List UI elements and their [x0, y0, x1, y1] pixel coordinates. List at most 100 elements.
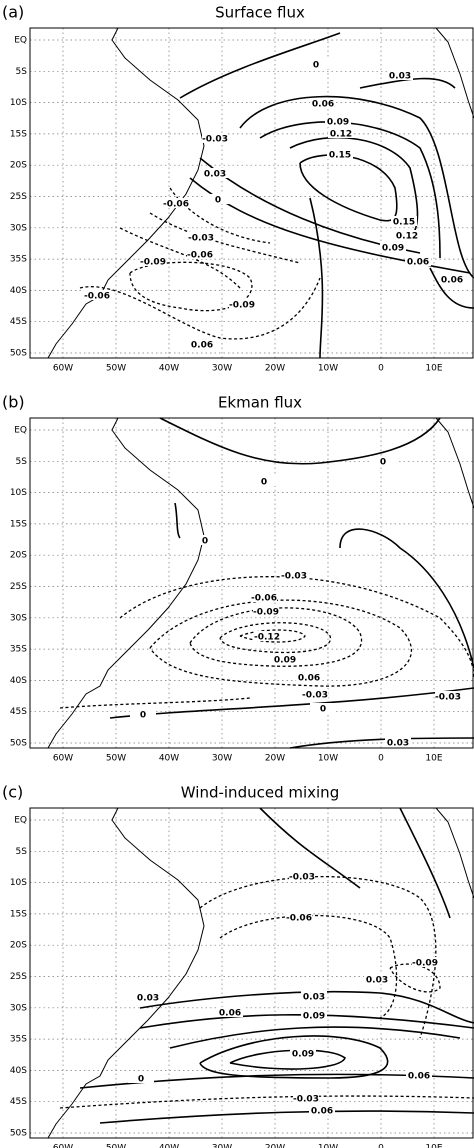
x-tick-label: 40W [159, 754, 179, 764]
contour-line [429, 267, 474, 309]
contour-label-bg [187, 249, 213, 259]
contour-line [99, 1110, 474, 1124]
contour-label-bg [293, 1093, 319, 1103]
contour-label: -0.03 [281, 572, 307, 582]
contour-label-bg [302, 689, 328, 699]
x-tick-label: 10W [318, 754, 338, 764]
contour-label-bg [325, 116, 351, 126]
y-tick-label: 35S [10, 1035, 27, 1045]
contour-line [359, 77, 456, 89]
contour-label-bg [128, 1073, 154, 1083]
x-tick-label: 30W [212, 754, 232, 764]
x-tick-label: 20W [265, 364, 285, 374]
coastline [47, 417, 205, 749]
contour-label-bg [380, 242, 406, 252]
x-tick-label: 0 [378, 364, 384, 374]
y-tick-label: 35S [10, 255, 27, 265]
contour-label-bg [301, 1010, 327, 1020]
y-tick-label: 10S [10, 98, 27, 108]
contour-label-bg [405, 256, 431, 266]
contour-label: 0.03 [366, 976, 388, 986]
x-tick-label: 0 [378, 754, 384, 764]
contour-label: -0.09 [412, 959, 438, 969]
contour-label: 0 [140, 711, 146, 721]
contour-label: 0.03 [387, 739, 409, 749]
map-frame [29, 27, 474, 359]
contour-label: 0.06 [311, 1107, 333, 1117]
contour-line [339, 528, 474, 669]
contour-label: -0.06 [163, 200, 189, 210]
contour-label: -0.06 [187, 251, 213, 261]
contour-line [59, 1095, 474, 1109]
x-tick-label: 60W [53, 364, 73, 374]
y-tick-label: 25S [10, 582, 27, 592]
contour-label-bg [439, 274, 465, 284]
contour-label: 0.06 [298, 674, 320, 684]
contour-label: -0.12 [254, 633, 280, 643]
y-tick-label: 15S [10, 129, 27, 139]
contour-label: -0.03 [302, 691, 328, 701]
y-tick-label: 5S [16, 457, 28, 467]
y-tick-label: 40S [10, 286, 27, 296]
contour-label: 0.09 [382, 244, 404, 254]
contour-line [159, 417, 441, 465]
contour-label-bg [328, 128, 354, 138]
x-tick-label: 50W [106, 754, 126, 764]
coastline [47, 807, 205, 1139]
contour-label-bg [364, 974, 390, 984]
contour-line [199, 876, 437, 1039]
contour-label-bg [387, 70, 413, 80]
contour-label-bg [229, 299, 255, 309]
contour-line [309, 197, 324, 359]
contour-label-bg [290, 1048, 316, 1058]
contour-line [149, 599, 412, 687]
y-tick-label: EQ [14, 36, 27, 46]
contour-label: 0 [313, 61, 319, 71]
contour-label-bg [385, 737, 411, 747]
contour-label-bg [296, 672, 322, 682]
contour-label-bg [272, 654, 298, 664]
contour-line [79, 277, 321, 340]
contour-label-bg [251, 592, 277, 602]
contour-label: 0.09 [303, 1012, 325, 1022]
contour-label-bg [253, 606, 279, 616]
y-tick-label: 45S [10, 707, 27, 717]
contour-line [219, 622, 331, 654]
coastline [435, 807, 474, 899]
contour-label-bg [412, 957, 438, 967]
contour-label: 0 [261, 478, 267, 488]
contour-label: -0.03 [435, 693, 461, 703]
x-tick-label: 10E [425, 754, 442, 764]
contour-label-bg [289, 871, 315, 881]
contour-label: -0.09 [229, 301, 255, 311]
contour-label: -0.03 [202, 135, 228, 145]
contour-label-bg [202, 168, 228, 178]
contour-label: -0.03 [188, 234, 214, 244]
contour-label: 0 [320, 705, 326, 715]
x-tick-label: 30W [212, 1144, 232, 1148]
contour-label-bg [130, 709, 156, 719]
y-tick-label: 50S [10, 349, 27, 359]
contour-label: -0.03 [289, 873, 315, 883]
y-tick-label: 25S [10, 192, 27, 202]
y-tick-label: 30S [10, 223, 27, 233]
contour-line [169, 187, 271, 244]
contour-label-bg [202, 133, 228, 143]
x-tick-label: 60W [53, 754, 73, 764]
map-panel: EQ 5S 10S 15S 20S 25S 30S 35S 40S 45S 50S 60W 50W 40W… [10, 417, 474, 764]
map-frame [29, 807, 474, 1139]
contour-label: -0.06 [251, 594, 277, 604]
y-tick-label: 5S [16, 847, 28, 857]
x-tick-label: 20W [265, 1144, 285, 1148]
contour-line [169, 1026, 461, 1049]
contour-label-bg [217, 1007, 243, 1017]
y-tick-label: 35S [10, 645, 27, 655]
contour-line [59, 697, 251, 709]
contour-label-bg [370, 456, 396, 466]
contour-label: 0.15 [393, 218, 415, 228]
contour-line [389, 963, 441, 993]
x-tick-label: 60W [53, 1144, 73, 1148]
contour-label-bg [281, 570, 307, 580]
contour-label-bg [327, 149, 353, 159]
